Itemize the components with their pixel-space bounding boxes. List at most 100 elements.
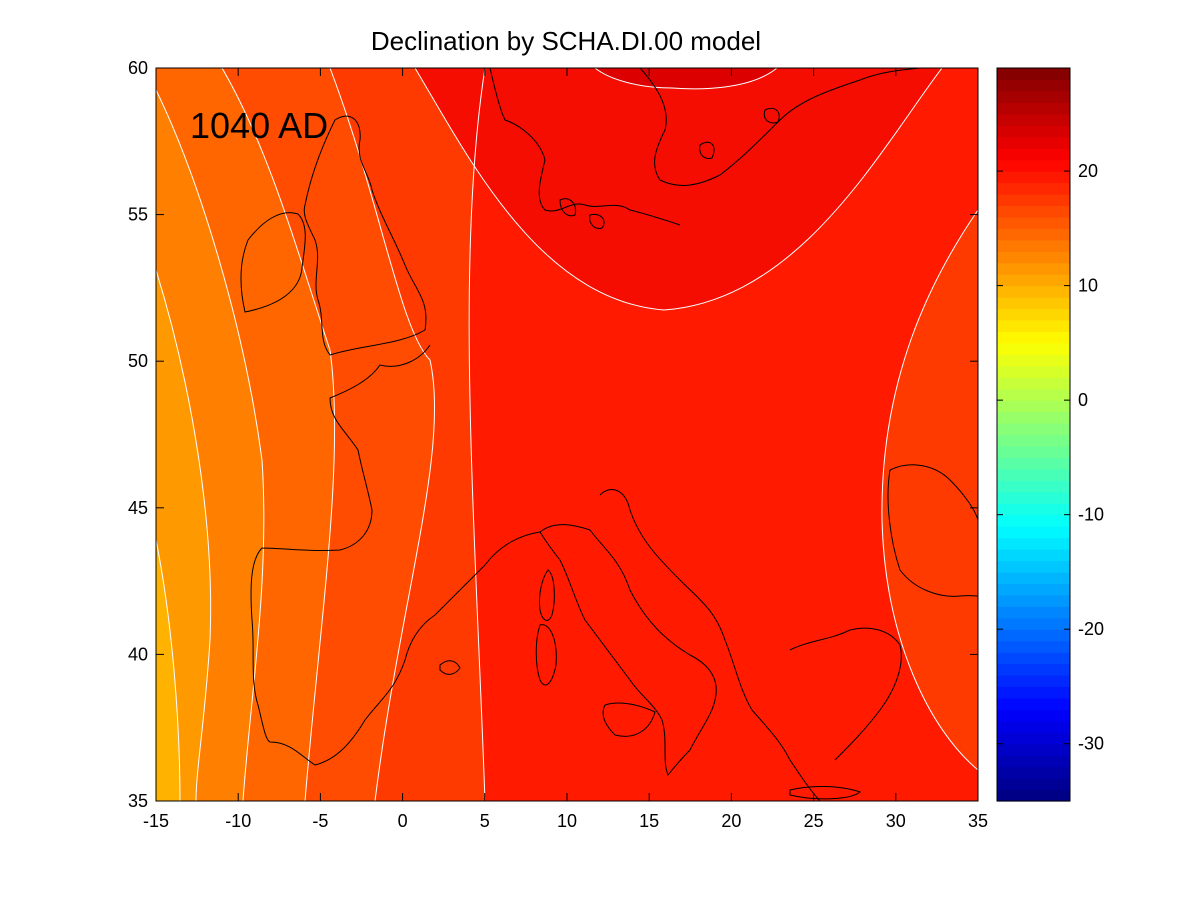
- colorbar-step: [997, 640, 1070, 653]
- y-tick-label: 50: [128, 351, 148, 371]
- x-tick-label: -15: [143, 811, 169, 831]
- y-tick-label: 35: [128, 791, 148, 811]
- colorbar-step: [997, 434, 1070, 447]
- colorbar-step: [997, 308, 1070, 321]
- x-tick-label: 35: [968, 811, 988, 831]
- map-area: 1040 AD: [156, 68, 978, 801]
- colorbar-step: [997, 216, 1070, 229]
- sicily-coast: [602, 702, 656, 737]
- x-tick-label: 5: [480, 811, 490, 831]
- colorbar-step: [997, 411, 1070, 424]
- x-tick-label: 0: [398, 811, 408, 831]
- corsica-coast: [539, 569, 555, 621]
- sardinia-coast: [535, 624, 557, 686]
- colorbar-step: [997, 549, 1070, 562]
- contour-lines: [156, 68, 978, 801]
- colorbar-step: [997, 652, 1070, 665]
- colorbar-ticks: -30 -20 -10 0 10 20: [997, 161, 1104, 754]
- colorbar-step: [997, 503, 1070, 516]
- colorbar-tick-label: 20: [1078, 161, 1098, 181]
- colorbar-step: [997, 583, 1070, 596]
- colorbar-step: [997, 285, 1070, 298]
- colorbar-step: [997, 262, 1070, 275]
- colorbar-step: [997, 388, 1070, 401]
- colorbar-step: [997, 594, 1070, 607]
- x-tick-label: 25: [804, 811, 824, 831]
- colorbar-step: [997, 365, 1070, 378]
- denmark-coast: [489, 68, 681, 226]
- colorbar-step: [997, 102, 1070, 115]
- colorbar-step: [997, 709, 1070, 722]
- epoch-label: 1040 AD: [190, 105, 328, 146]
- gotland-coast: [699, 141, 715, 159]
- y-tick-label: 60: [128, 58, 148, 78]
- x-tick-label: 30: [886, 811, 906, 831]
- italy-coast: [539, 524, 717, 776]
- black-sea-coast: [887, 464, 978, 597]
- x-tick-label: 20: [721, 811, 741, 831]
- colorbar-step: [997, 445, 1070, 459]
- danish-island-1: [559, 198, 577, 217]
- y-tick-label: 40: [128, 644, 148, 664]
- colorbar-step: [997, 90, 1070, 103]
- colorbar-tick-label: 0: [1078, 390, 1088, 410]
- colorbar-step: [997, 778, 1070, 791]
- colorbar-step: [997, 377, 1070, 390]
- colorbar-step: [997, 606, 1070, 619]
- colorbar-step: [997, 251, 1070, 264]
- colorbar-step: [997, 193, 1070, 207]
- colorbar-step: [997, 491, 1070, 504]
- y-tick-label: 45: [128, 498, 148, 518]
- aegean-coast: [789, 627, 902, 761]
- colorbar-step: [997, 68, 1070, 81]
- colorbar-step: [997, 319, 1070, 333]
- colorbar-step: [997, 571, 1070, 584]
- colorbar-step: [997, 171, 1070, 184]
- colorbar-tick-label: -10: [1078, 505, 1104, 525]
- colorbar-step: [997, 720, 1070, 733]
- band-east: [881, 210, 978, 770]
- colorbar-step: [997, 148, 1070, 161]
- chart-title: Declination by SCHA.DI.00 model: [371, 26, 761, 56]
- baltic-coast: [639, 68, 921, 186]
- colorbar-step: [997, 274, 1070, 287]
- y-axis: 35 40 45 50 55 60: [128, 58, 978, 811]
- colorbar-tick-label: -20: [1078, 619, 1104, 639]
- band-20: [415, 68, 942, 310]
- colorbar-step: [997, 697, 1070, 710]
- balearic-coast: [439, 660, 461, 675]
- colorbar: [997, 68, 1070, 802]
- colorbar-step: [997, 113, 1070, 126]
- colorbar-step: [997, 182, 1070, 195]
- colorbar-frame: [996, 67, 1071, 802]
- colorbar-step: [997, 468, 1070, 481]
- colorbar-step: [997, 686, 1070, 699]
- colorbar-step: [997, 755, 1070, 768]
- y-tick-label: 55: [128, 205, 148, 225]
- colorbar-step: [997, 457, 1070, 470]
- saaremaa-coast: [763, 107, 780, 124]
- danish-island-2: [589, 213, 605, 229]
- x-tick-label: 15: [639, 811, 659, 831]
- colorbar-step: [997, 159, 1070, 172]
- colorbar-tick-label: 10: [1078, 276, 1098, 296]
- colorbar-step: [997, 331, 1070, 344]
- colorbar-step: [997, 663, 1070, 676]
- colorbar-step: [997, 480, 1070, 493]
- colorbar-step: [997, 136, 1070, 149]
- colorbar-step: [997, 79, 1070, 92]
- colorbar-step: [997, 766, 1070, 779]
- balkans-coast: [599, 489, 821, 801]
- britain-coast: [303, 115, 427, 356]
- x-tick-label: -10: [225, 811, 251, 831]
- coastlines: [240, 68, 978, 801]
- colorbar-step: [997, 526, 1070, 539]
- x-tick-label: -5: [312, 811, 328, 831]
- colorbar-step: [997, 629, 1070, 642]
- x-tick-label: 10: [557, 811, 577, 831]
- colorbar-step: [997, 423, 1070, 436]
- colorbar-step: [997, 205, 1070, 218]
- colorbar-step: [997, 743, 1070, 756]
- colorbar-step: [997, 789, 1070, 802]
- colorbar-step: [997, 228, 1070, 241]
